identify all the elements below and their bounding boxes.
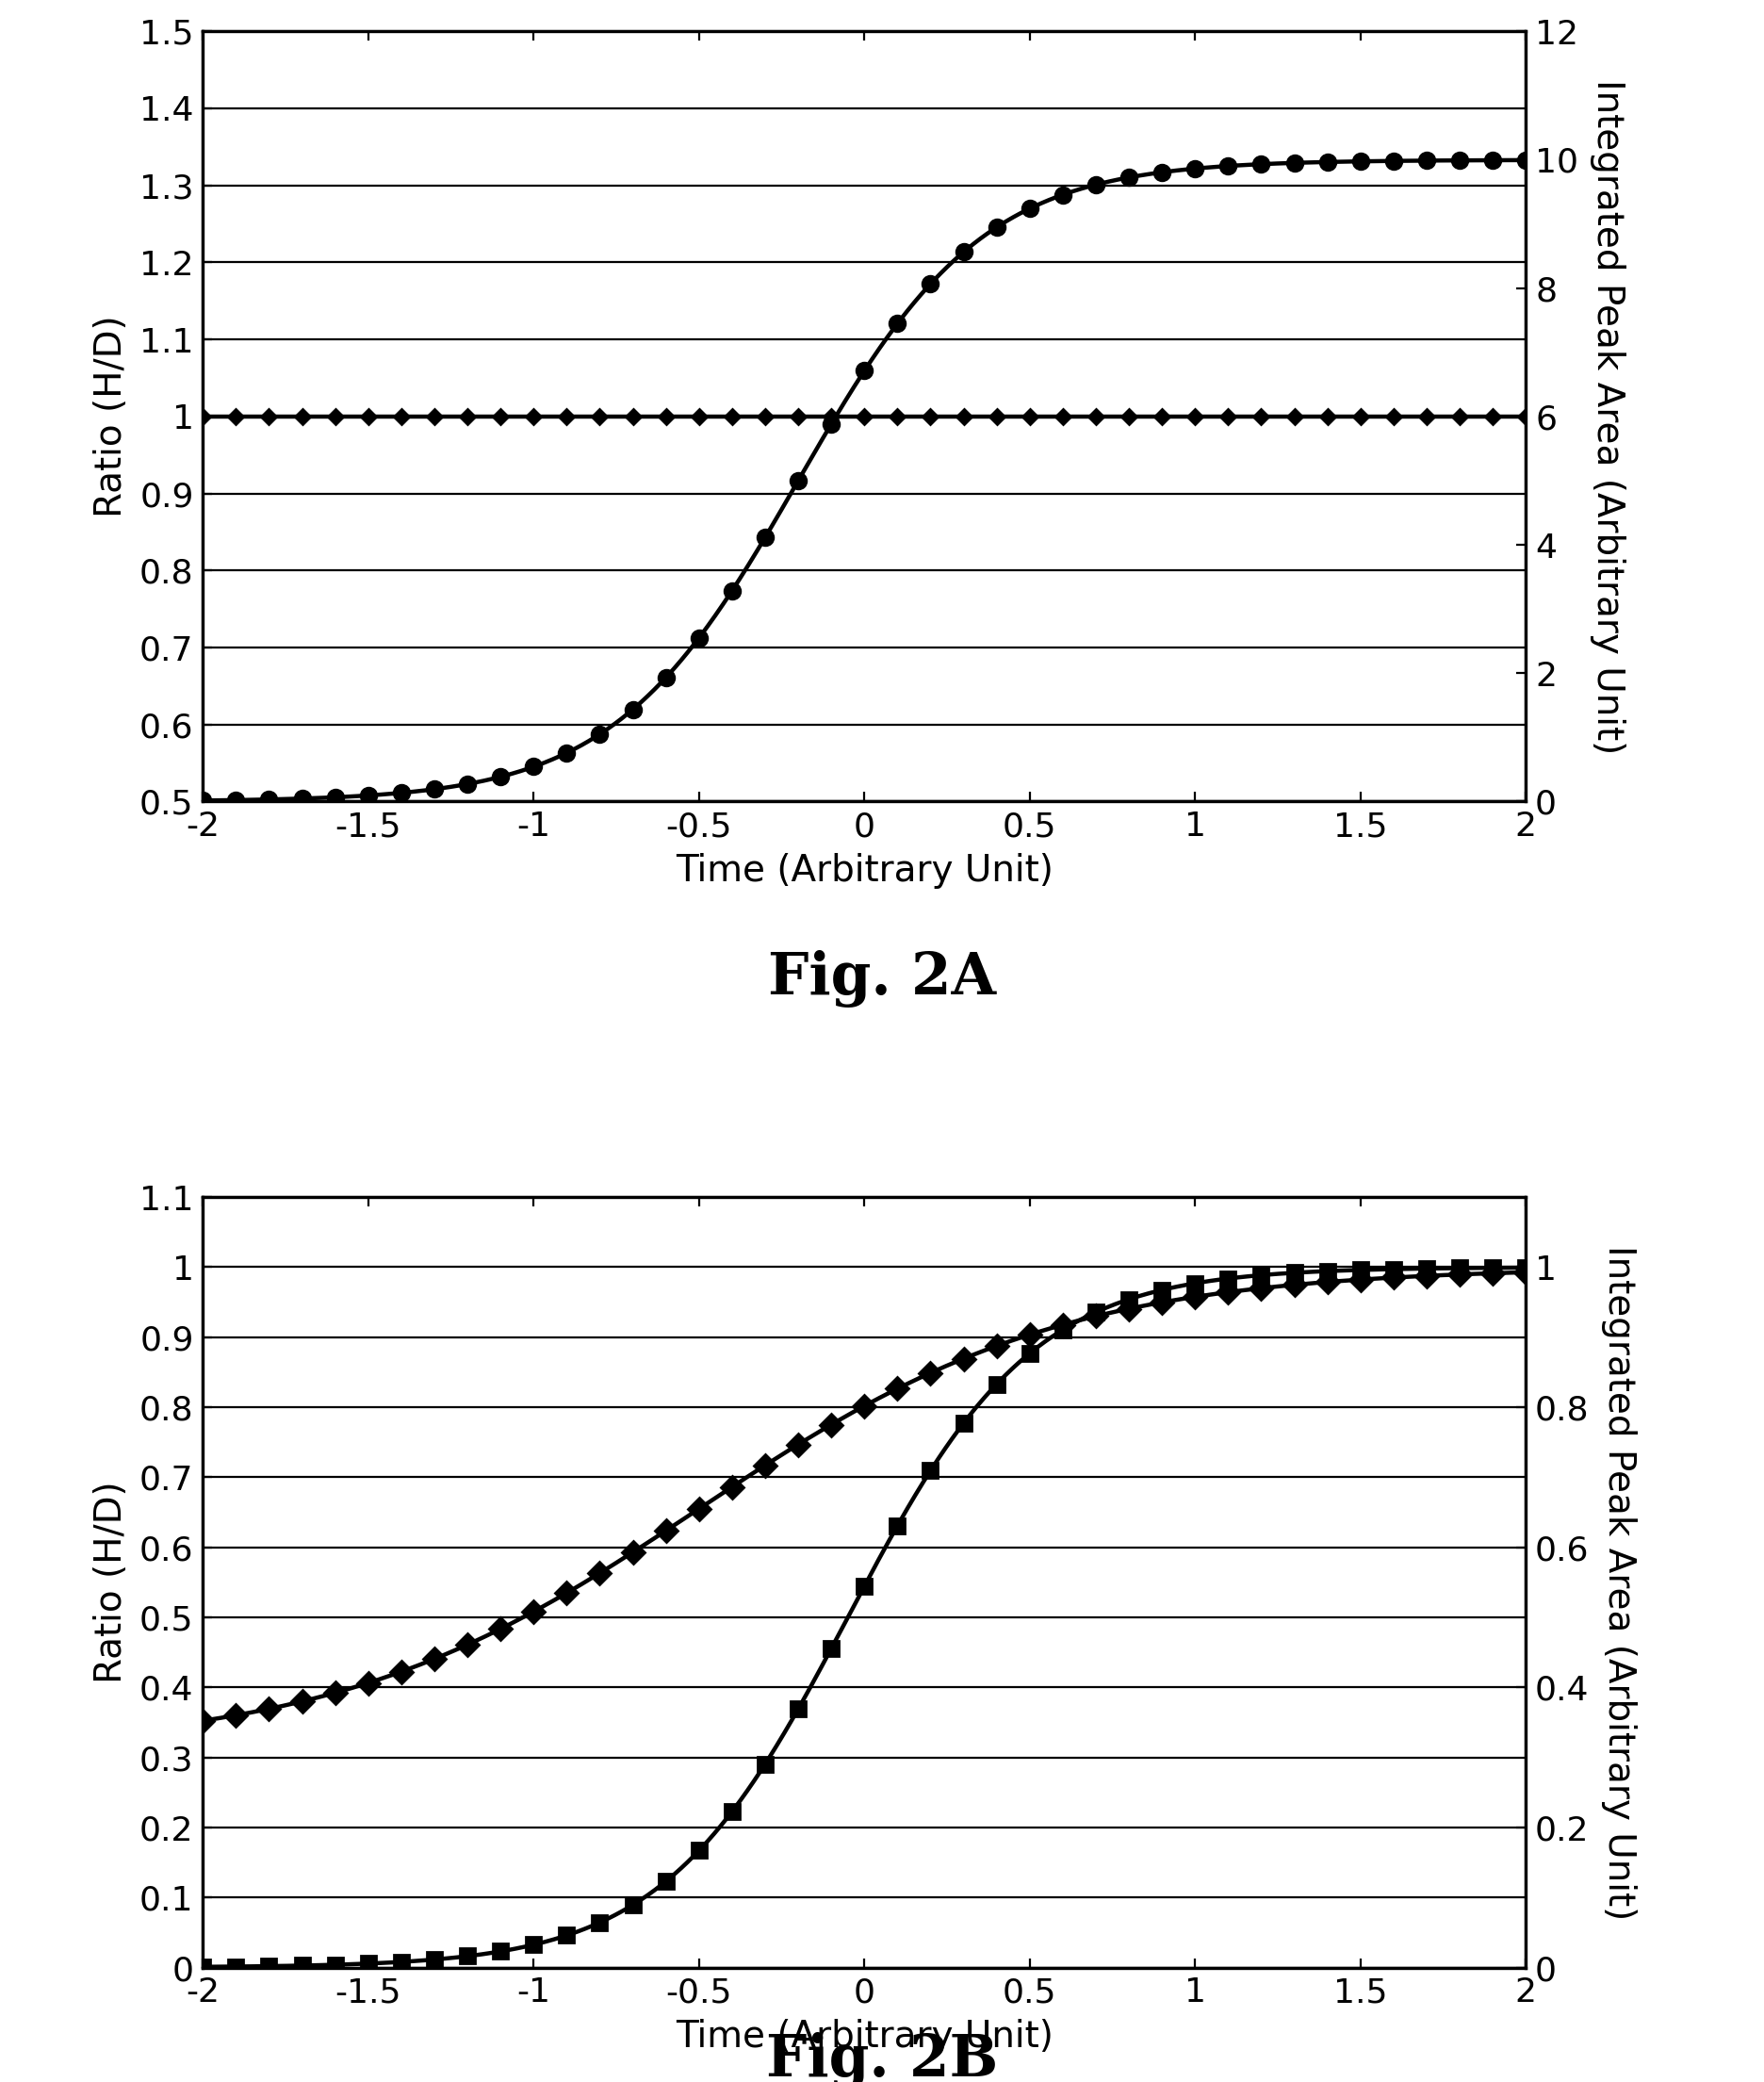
X-axis label: Time (Arbitrary Unit): Time (Arbitrary Unit) (676, 854, 1053, 889)
Y-axis label: Integrated Peak Area (Arbitrary Unit): Integrated Peak Area (Arbitrary Unit) (1600, 1245, 1637, 1920)
X-axis label: Time (Arbitrary Unit): Time (Arbitrary Unit) (676, 2020, 1053, 2055)
Text: Fig. 2B: Fig. 2B (766, 2032, 998, 2082)
Y-axis label: Ratio (H/D): Ratio (H/D) (93, 1480, 129, 1684)
Text: Fig. 2A: Fig. 2A (767, 949, 997, 1008)
Y-axis label: Integrated Peak Area (Arbitrary Unit): Integrated Peak Area (Arbitrary Unit) (1589, 79, 1625, 754)
Y-axis label: Ratio (H/D): Ratio (H/D) (93, 314, 129, 518)
